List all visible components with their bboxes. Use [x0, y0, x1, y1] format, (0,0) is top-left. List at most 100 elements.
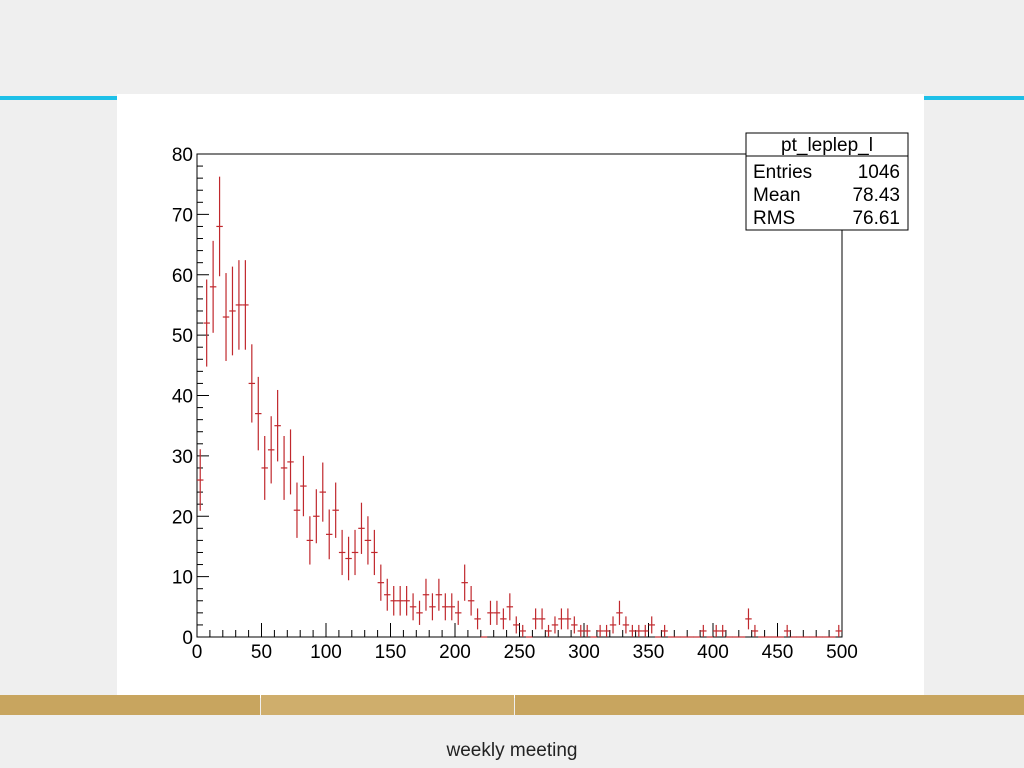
data-point [371, 529, 378, 576]
data-point [326, 509, 333, 560]
y-tick-label: 80 [172, 145, 193, 166]
data-point [467, 585, 475, 616]
y-axis: 0 10 20 30 40 50 60 70 80 [172, 145, 209, 649]
histogram-chart: 0 10 20 30 40 50 60 70 80 0 50 100 150 200 250 300 350 4… [172, 132, 909, 663]
data-point [442, 593, 449, 621]
data-point [474, 608, 481, 630]
data-point [500, 608, 507, 630]
x-tick-label: 50 [251, 642, 272, 663]
y-tick-label: 40 [172, 387, 193, 408]
stats-label-entries: Entries [753, 162, 812, 183]
data-point [338, 529, 346, 576]
data-point [448, 593, 455, 621]
x-tick-label: 500 [826, 642, 858, 663]
plot-frame [196, 153, 843, 638]
data-point [248, 344, 256, 423]
x-tick-label: 350 [633, 642, 665, 663]
data-point [351, 529, 359, 576]
stats-label-rms: RMS [753, 208, 795, 229]
data-point [461, 564, 468, 601]
stats-value-rms: 76.61 [852, 208, 900, 229]
x-tick-label: 250 [504, 642, 536, 663]
data-point [596, 624, 604, 637]
data-point [197, 449, 204, 511]
data-point [584, 624, 591, 637]
y-tick-label: 0 [182, 628, 193, 649]
data-point [390, 585, 397, 616]
y-tick-label: 20 [172, 507, 193, 528]
data-point [603, 624, 610, 637]
data-point [396, 585, 404, 616]
footer-band-left [0, 695, 260, 715]
data-point [545, 624, 552, 637]
data-point [648, 616, 655, 634]
x-tick-label: 200 [439, 642, 471, 663]
data-point [229, 266, 236, 356]
data-point [261, 436, 268, 500]
data-point [300, 455, 307, 517]
y-tick-label: 60 [172, 266, 193, 287]
data-point [274, 389, 281, 462]
data-point [384, 578, 391, 611]
data-point [255, 376, 262, 451]
data-point [306, 516, 314, 565]
data-point [377, 564, 385, 601]
data-point [313, 489, 320, 544]
data-point [216, 176, 223, 277]
data-point [609, 616, 617, 634]
data-point [332, 482, 339, 538]
stats-value-mean: 78.43 [852, 185, 900, 206]
data-point [487, 600, 494, 625]
data-point [416, 600, 423, 625]
footer-band [0, 695, 1024, 715]
footer-band-middle [261, 695, 514, 715]
data-point [519, 624, 526, 637]
data-point [616, 600, 623, 625]
data-point [358, 502, 365, 554]
data-point [242, 260, 249, 350]
data-point [235, 260, 243, 350]
data-point [513, 616, 520, 634]
stats-box: pt_leplep_l Entries 1046 Mean 78.43 RMS … [745, 132, 909, 231]
data-point [745, 608, 752, 630]
data-point [538, 608, 546, 630]
x-tick-label: 100 [310, 642, 342, 663]
x-axis: 0 50 100 150 200 250 300 350 400 450 500 [192, 623, 858, 663]
footer-text: weekly meeting [446, 740, 578, 761]
stats-label-mean: Mean [753, 185, 801, 206]
data-point [203, 279, 210, 367]
stats-box-frame [745, 132, 909, 231]
data-point [622, 616, 630, 634]
data-point [493, 600, 501, 625]
data-point [280, 436, 288, 500]
data-point [267, 416, 275, 484]
data-point [345, 536, 352, 581]
x-tick-label: 450 [762, 642, 794, 663]
data-point [209, 240, 217, 333]
data-point [409, 593, 417, 621]
x-tick-label: 150 [375, 642, 407, 663]
data-point [835, 624, 842, 637]
data-point [455, 600, 462, 625]
data-point [403, 585, 410, 616]
y-tick-label: 30 [172, 447, 193, 468]
x-tick-label: 0 [192, 642, 203, 663]
stats-value-entries: 1046 [858, 162, 900, 183]
data-point [506, 593, 514, 621]
data-point [629, 624, 636, 637]
data-point [558, 608, 565, 630]
data-point [422, 578, 430, 611]
data-point [293, 482, 301, 538]
x-tick-label: 400 [697, 642, 729, 663]
data-point [429, 593, 436, 621]
data-point [783, 624, 791, 637]
data-point [287, 429, 294, 495]
stats-title: pt_leplep_l [781, 135, 873, 156]
data-point [661, 624, 668, 637]
data-point [713, 624, 720, 637]
data-point [532, 608, 539, 630]
x-tick-label: 300 [568, 642, 600, 663]
footer-band-right [515, 695, 1024, 715]
y-tick-label: 50 [172, 326, 193, 347]
data-point [564, 608, 572, 630]
